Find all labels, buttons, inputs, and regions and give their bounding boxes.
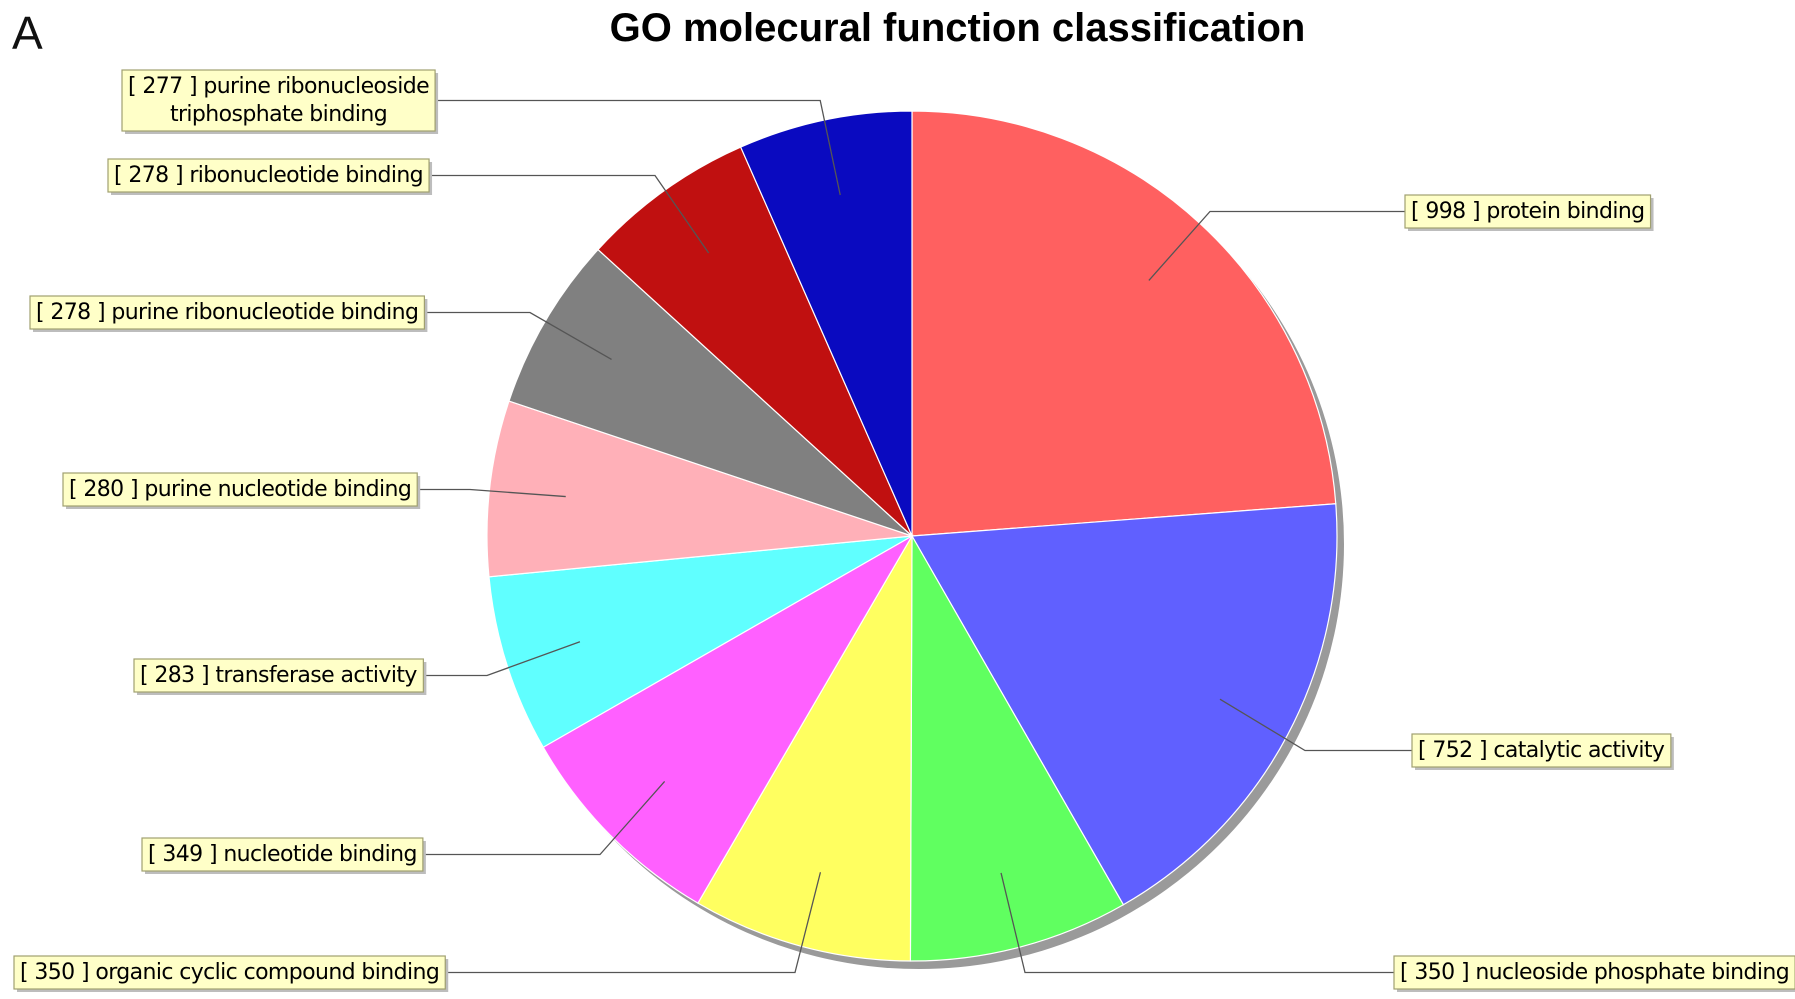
slice-label-box xyxy=(13,955,446,990)
slice-label-text: [ 278 ] purine ribonucleotide binding xyxy=(36,300,418,325)
leader-line xyxy=(1219,698,1412,752)
chart-title: GO molecural function classification xyxy=(609,6,1306,50)
slice-label-text: [ 350 ] organic cyclic compound binding xyxy=(20,960,439,985)
leader-line xyxy=(424,311,612,360)
slice-label: [ 278 ] ribonucleotide binding xyxy=(107,158,433,195)
leader-line xyxy=(1000,872,1394,974)
slice-label-text: [ 283 ] transferase activity xyxy=(140,663,417,688)
slice-label-box xyxy=(62,472,418,507)
slice-label-text: [ 349 ] nucleotide binding xyxy=(148,842,417,867)
leader-line xyxy=(1148,210,1405,281)
leader-line xyxy=(435,99,841,196)
leader-line xyxy=(445,872,822,974)
slice-label: [ 350 ] nucleoside phosphate binding xyxy=(1393,955,1795,992)
slice-label: [ 350 ] organic cyclic compound binding xyxy=(13,955,449,992)
pie-slice xyxy=(597,146,913,537)
slice-label-text: [ 277 ] purine ribonucleoside triphosphat… xyxy=(128,74,429,127)
pie-slice xyxy=(488,535,913,749)
leader-line xyxy=(422,781,666,856)
slice-label: [ 277 ] purine ribonucleoside triphosphat… xyxy=(121,69,439,134)
slice-label-text: [ 998 ] protein binding xyxy=(1411,199,1645,224)
slice-label-box xyxy=(1393,955,1795,990)
slice-label: [ 349 ] nucleotide binding xyxy=(141,837,426,874)
slice-label-box xyxy=(29,295,425,330)
pie-slice xyxy=(486,400,913,578)
slice-label-box xyxy=(121,69,436,132)
slice-label-box xyxy=(1411,733,1672,768)
pie-slice xyxy=(911,503,1338,906)
slice-label: [ 280 ] purine nucleotide binding xyxy=(62,472,421,509)
slice-label: [ 283 ] transferase activity xyxy=(133,658,427,695)
pie-slice xyxy=(911,110,1337,537)
panel-letter: A xyxy=(12,7,43,59)
leader-line xyxy=(417,488,566,498)
slice-label-text: [ 278 ] ribonucleotide binding xyxy=(114,163,423,188)
slice-label: [ 278 ] purine ribonucleotide binding xyxy=(29,295,428,332)
slice-label: [ 752 ] catalytic activity xyxy=(1411,733,1674,770)
leader-line xyxy=(423,641,581,677)
slice-label-box xyxy=(1404,194,1652,229)
slice-label-box xyxy=(133,658,424,693)
slice-label-text: [ 280 ] purine nucleotide binding xyxy=(69,477,411,502)
pie-slice xyxy=(909,533,1125,962)
slice-label-text: [ 350 ] nucleoside phosphate binding xyxy=(1400,960,1789,985)
leader-line xyxy=(429,174,710,254)
pie-slice xyxy=(542,534,914,904)
slice-label-box xyxy=(141,837,424,872)
pie-slice xyxy=(508,248,913,537)
slice-label-box xyxy=(107,158,430,193)
slice-label-text: [ 752 ] catalytic activity xyxy=(1418,738,1665,763)
slice-label: [ 998 ] protein binding xyxy=(1404,194,1654,231)
pie-slice xyxy=(697,533,913,962)
